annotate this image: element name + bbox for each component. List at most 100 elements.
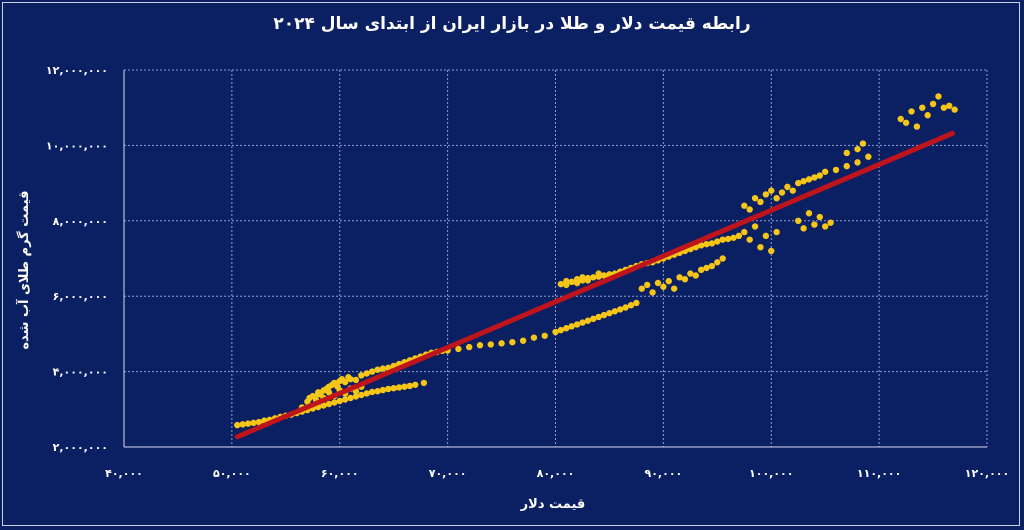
data-point bbox=[897, 115, 904, 123]
data-point bbox=[363, 370, 370, 377]
data-point bbox=[325, 400, 333, 408]
data-point bbox=[627, 302, 635, 309]
data-point bbox=[746, 206, 753, 213]
grid-lines bbox=[124, 69, 988, 447]
data-point bbox=[455, 345, 462, 353]
data-point bbox=[611, 308, 619, 315]
data-point bbox=[584, 317, 592, 324]
data-point bbox=[784, 183, 791, 191]
data-point bbox=[724, 235, 732, 243]
data-point bbox=[352, 376, 360, 384]
data-point bbox=[476, 342, 484, 349]
data-point bbox=[325, 389, 333, 396]
data-points bbox=[234, 93, 958, 429]
data-point bbox=[735, 232, 743, 240]
data-point bbox=[816, 213, 823, 221]
data-point bbox=[827, 219, 834, 226]
data-point bbox=[697, 242, 705, 249]
data-point bbox=[778, 189, 786, 196]
y-tick-label: ۶,۰۰۰,۰۰۰ bbox=[53, 290, 108, 303]
data-point bbox=[352, 393, 360, 400]
data-point bbox=[379, 386, 387, 394]
data-point bbox=[821, 223, 829, 230]
data-point bbox=[320, 402, 327, 409]
data-point bbox=[374, 366, 381, 373]
data-point bbox=[859, 140, 867, 147]
data-point bbox=[573, 279, 581, 287]
y-tick-label: ۴,۰۰۰,۰۰۰ bbox=[53, 366, 108, 379]
data-point bbox=[568, 278, 575, 286]
x-axis-label: قیمت دلار bbox=[520, 497, 586, 512]
y-tick-label: ۱۰,۰۰۰,۰۰۰ bbox=[46, 139, 108, 152]
data-point bbox=[741, 202, 748, 209]
data-point bbox=[773, 228, 780, 236]
data-point bbox=[584, 277, 592, 284]
data-point bbox=[805, 176, 813, 183]
data-point bbox=[751, 223, 759, 230]
data-point bbox=[757, 243, 764, 251]
x-tick-label: ۱۱۰,۰۰۰ bbox=[857, 467, 901, 480]
data-point bbox=[395, 384, 403, 391]
x-tick-label: ۱۰۰,۰۰۰ bbox=[749, 467, 793, 480]
data-point bbox=[406, 382, 414, 390]
y-tick-label: ۱۲,۰۰۰,۰۰۰ bbox=[46, 64, 108, 77]
data-point bbox=[552, 328, 559, 336]
data-point bbox=[816, 172, 823, 179]
data-point bbox=[341, 378, 349, 386]
data-point bbox=[811, 221, 818, 228]
data-point bbox=[557, 280, 565, 288]
y-axis-label: قیمت گرم طلای آب شده bbox=[15, 190, 32, 349]
data-point bbox=[757, 198, 764, 206]
data-point bbox=[557, 326, 565, 334]
data-point bbox=[590, 315, 597, 323]
data-point bbox=[768, 247, 775, 255]
trendline bbox=[234, 130, 955, 440]
x-tick-labels: ۴۰,۰۰۰ ۵۰,۰۰۰ ۶۰,۰۰۰ ۷۰,۰۰۰ ۸۰,۰۰۰ ۹۰,۰۰۰ ۱۰۰,… bbox=[105, 467, 1009, 480]
data-point bbox=[811, 174, 818, 181]
data-point bbox=[568, 323, 575, 330]
data-point bbox=[606, 309, 613, 317]
data-point bbox=[244, 420, 252, 427]
x-tick-label: ۶۰,۰۰۰ bbox=[321, 467, 359, 480]
data-point bbox=[595, 270, 602, 277]
data-point bbox=[908, 108, 915, 115]
data-point bbox=[800, 225, 807, 232]
data-point bbox=[843, 149, 850, 157]
data-point bbox=[714, 238, 721, 245]
data-point bbox=[336, 397, 343, 405]
data-point bbox=[579, 319, 586, 326]
data-point bbox=[509, 338, 516, 346]
data-point bbox=[401, 383, 408, 390]
data-point bbox=[929, 100, 937, 108]
data-point bbox=[368, 368, 376, 375]
data-point bbox=[805, 210, 813, 217]
data-point bbox=[681, 276, 689, 283]
data-point bbox=[314, 391, 322, 398]
data-point bbox=[708, 262, 716, 270]
data-point bbox=[692, 272, 699, 279]
data-point bbox=[498, 340, 505, 347]
data-point bbox=[697, 266, 705, 274]
data-point bbox=[940, 104, 948, 111]
y-tick-labels: ۲,۰۰۰,۰۰۰ ۴,۰۰۰,۰۰۰ ۶,۰۰۰,۰۰۰ ۸,۰۰۰,۰۰۰ ۱۰,۰… bbox=[46, 64, 108, 454]
data-point bbox=[741, 228, 748, 236]
data-point bbox=[341, 396, 349, 403]
chart-title: رابطه قیمت دلار و طلا در بازار ایران از … bbox=[273, 14, 751, 34]
data-point bbox=[573, 321, 581, 328]
data-point bbox=[368, 388, 376, 396]
data-point bbox=[541, 332, 548, 339]
y-tick-label: ۲,۰۰۰,۰۰۰ bbox=[53, 441, 108, 454]
data-point bbox=[379, 365, 387, 372]
data-point bbox=[703, 240, 710, 248]
data-point bbox=[649, 289, 656, 296]
data-point bbox=[420, 379, 428, 387]
data-point bbox=[638, 285, 645, 292]
data-point bbox=[719, 236, 726, 243]
data-point bbox=[530, 334, 538, 341]
data-point bbox=[800, 178, 807, 185]
data-point bbox=[622, 304, 629, 311]
data-point bbox=[773, 194, 780, 202]
data-point bbox=[660, 283, 667, 290]
data-point bbox=[687, 270, 694, 277]
